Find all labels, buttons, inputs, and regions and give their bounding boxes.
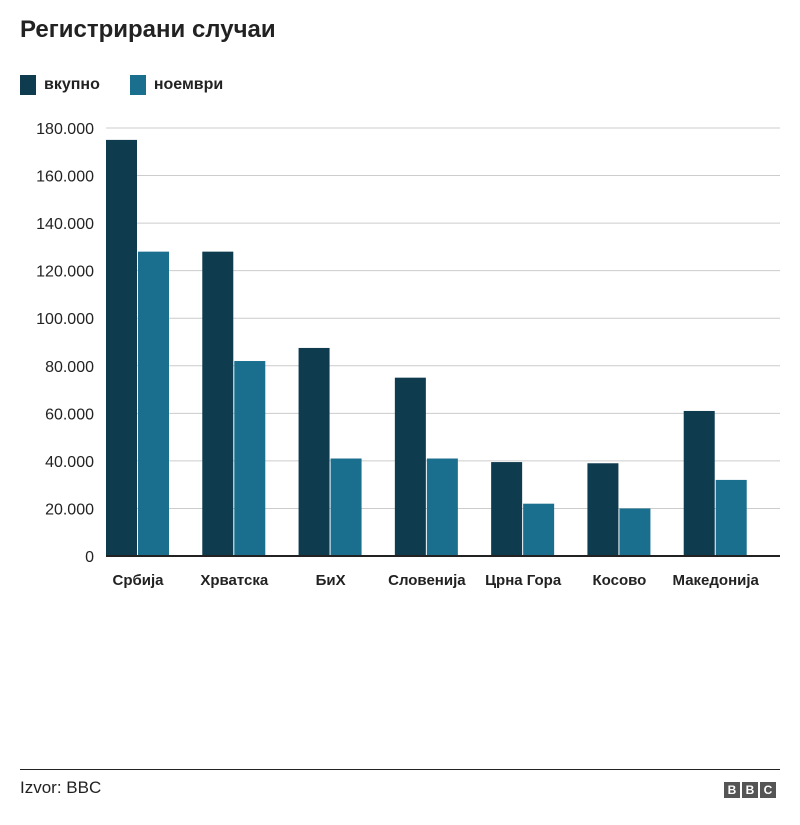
bar-total: [298, 347, 330, 556]
legend-item-total: вкупно: [20, 75, 100, 95]
bar-november: [138, 251, 169, 556]
y-tick-label: 40.000: [45, 454, 94, 471]
bbc-logo-letter: B: [724, 782, 740, 798]
y-tick-label: 120.000: [36, 264, 94, 281]
bbc-logo-letter: C: [760, 782, 776, 798]
legend-item-november: ноември: [129, 75, 224, 95]
y-tick-label: 100.000: [36, 311, 94, 328]
bar-november: [619, 508, 651, 556]
x-category-label: Словенија: [388, 572, 466, 589]
chart-title: Регистрирани случаи: [20, 16, 276, 43]
bar-total: [683, 410, 715, 556]
legend: вкупно ноември: [20, 75, 253, 95]
x-category-label: Косово: [593, 572, 647, 589]
bar-total: [587, 463, 619, 556]
x-category-label: Македонија: [673, 572, 760, 589]
legend-label-total: вкупно: [44, 76, 100, 93]
bbc-logo: B B C: [724, 782, 778, 798]
bar-november: [426, 458, 458, 556]
source-note: Izvor: BBC: [20, 778, 102, 797]
bbc-logo-letter: B: [742, 782, 758, 798]
y-tick-label: 60.000: [45, 406, 94, 423]
legend-label-november: ноември: [153, 76, 224, 93]
y-tick-label: 0: [85, 549, 94, 566]
y-tick-label: 20.000: [45, 501, 94, 518]
bar-total: [394, 377, 426, 556]
y-tick-label: 160.000: [36, 169, 94, 186]
bar-november: [715, 479, 747, 556]
bar-november: [330, 458, 362, 556]
bar-november: [523, 503, 555, 556]
y-tick-label: 180.000: [36, 121, 94, 138]
bar-total: [202, 251, 234, 556]
y-tick-label: 140.000: [36, 216, 94, 233]
y-tick-label: 80.000: [45, 359, 94, 376]
x-category-label: БиХ: [316, 572, 346, 589]
x-category-label: Црна Гора: [485, 572, 562, 589]
x-category-label: Србија: [113, 572, 165, 589]
footer-divider: [20, 769, 780, 770]
bar-total: [106, 139, 137, 556]
legend-swatch-total: [20, 75, 36, 95]
x-category-label: Хрватска: [200, 572, 269, 589]
bar-chart: 0 20.000 40.000 60.000 80.000 100.000 120.000 1…: [36, 121, 780, 589]
bar-total: [491, 462, 523, 556]
legend-swatch-november: [129, 75, 146, 95]
bar-november: [234, 361, 266, 556]
